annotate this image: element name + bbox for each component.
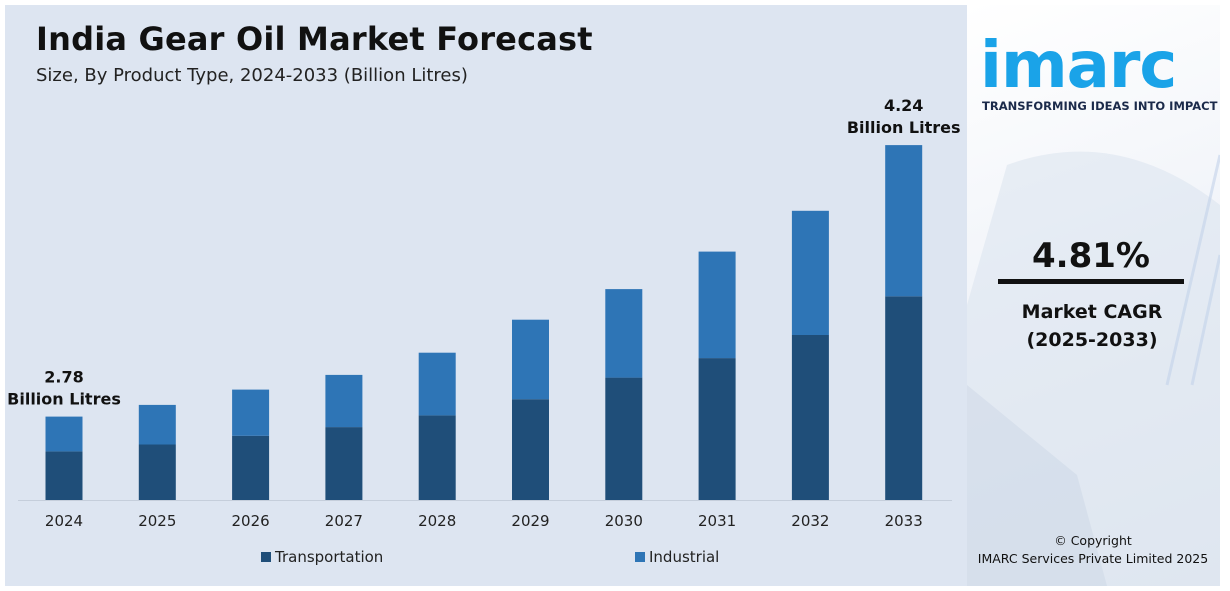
data-label-value-2033: 4.24 (884, 96, 923, 115)
bar-industrial-2028 (418, 352, 456, 416)
bar-transportation-2032 (791, 335, 829, 500)
x-tick-label-2030: 2030 (605, 512, 643, 530)
bar-transportation-2026 (232, 435, 270, 500)
x-tick-label-2025: 2025 (138, 512, 176, 530)
company-name: IMARC Services Private Limited 2025 (977, 551, 1209, 566)
background-decoration (967, 151, 1220, 586)
chart-subtitle: Size, By Product Type, 2024-2033 (Billio… (36, 65, 468, 86)
bar-industrial-2031 (698, 251, 736, 359)
bar-industrial-2029 (512, 319, 549, 400)
bar-transportation-2025 (138, 444, 176, 500)
bar-transportation-2031 (698, 358, 736, 500)
x-tick-label-2027: 2027 (325, 512, 363, 530)
cagr-divider (998, 279, 1184, 284)
cagr-label: Market CAGR (2025-2033) (990, 298, 1194, 354)
x-tick-label-2026: 2026 (232, 512, 270, 530)
chart-title: India Gear Oil Market Forecast (36, 20, 593, 58)
data-label-value-2024: 2.78 (44, 368, 83, 387)
x-tick-label-2031: 2031 (698, 512, 736, 530)
brand-tagline: TRANSFORMING IDEAS INTO IMPACT (982, 99, 1218, 113)
bar-industrial-2027 (325, 374, 363, 428)
bar-transportation-2029 (512, 399, 549, 500)
bar-industrial-2026 (232, 389, 270, 436)
bar-industrial-2033 (885, 145, 923, 297)
copyright-block: © Copyright IMARC Services Private Limit… (975, 532, 1211, 568)
x-tick-label-2024: 2024 (45, 512, 83, 530)
x-tick-label-2032: 2032 (791, 512, 829, 530)
x-tick-label-2033: 2033 (885, 512, 923, 530)
cagr-label-line1: Market CAGR (1021, 301, 1163, 323)
bar-industrial-2024 (45, 416, 83, 452)
legend-item-industrial: Industrial (635, 548, 719, 566)
legend-swatch-industrial (635, 552, 645, 562)
bar-industrial-2025 (138, 404, 176, 445)
x-tick-label-2028: 2028 (418, 512, 456, 530)
legend-swatch-transportation (261, 552, 271, 562)
data-label-unit-2033: Billion Litres (847, 118, 961, 137)
bar-transportation-2033 (885, 296, 923, 500)
legend-label-industrial: Industrial (649, 548, 720, 566)
legend-label-transportation: Transportation (275, 548, 384, 566)
bar-transportation-2027 (325, 427, 363, 500)
copyright-text: © Copyright (1054, 533, 1132, 548)
bar-transportation-2028 (418, 415, 456, 500)
x-tick-label-2029: 2029 (511, 512, 549, 530)
bar-transportation-2030 (605, 377, 643, 500)
imarc-logo: imarc (980, 29, 1177, 103)
bar-industrial-2030 (605, 289, 643, 378)
stacked-bar-chart: 2024 2025 2026 2027 2028 2029 2030 2031 2032 2033… (7, 96, 961, 530)
bar-industrial-2032 (791, 210, 829, 335)
legend-item-transportation: Transportation (261, 548, 383, 566)
bar-transportation-2024 (45, 451, 83, 500)
data-label-unit-2024: Billion Litres (7, 390, 121, 409)
cagr-value: 4.81% (1032, 236, 1150, 276)
branding-panel (967, 5, 1220, 586)
cagr-label-line2: (2025-2033) (1026, 329, 1158, 351)
